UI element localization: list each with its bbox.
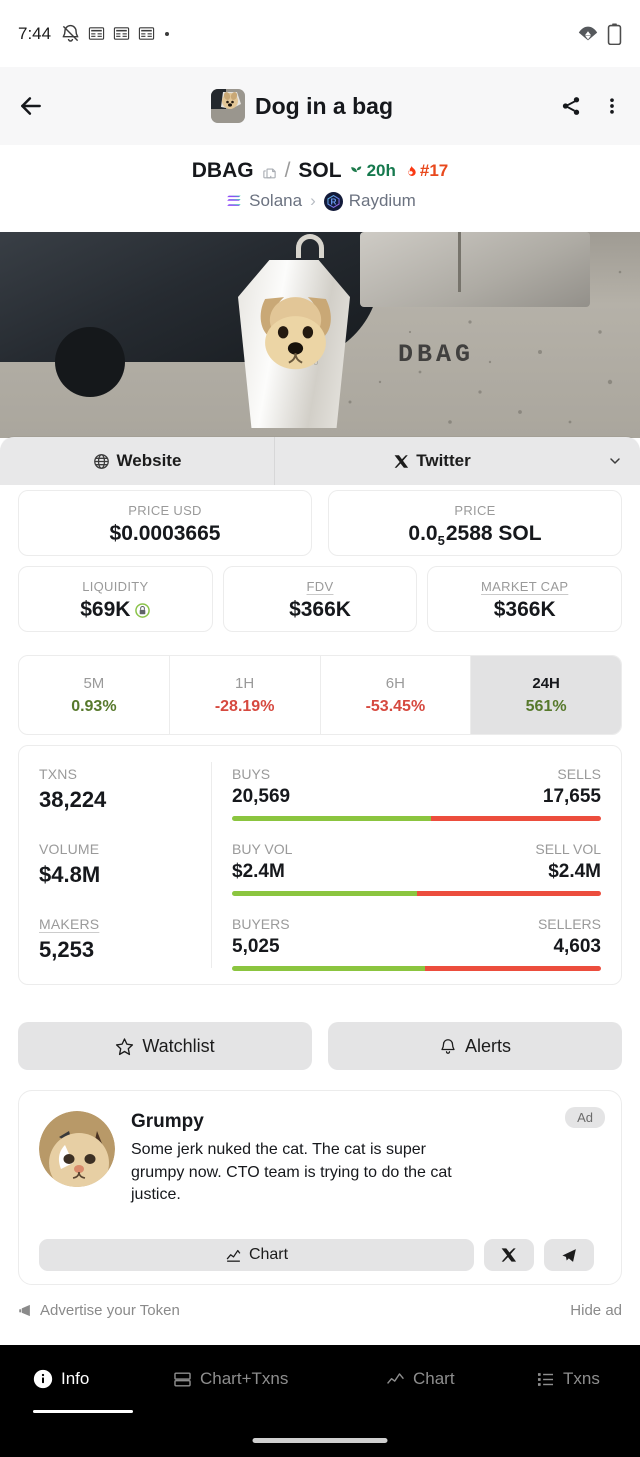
svg-text:R: R — [330, 196, 336, 206]
